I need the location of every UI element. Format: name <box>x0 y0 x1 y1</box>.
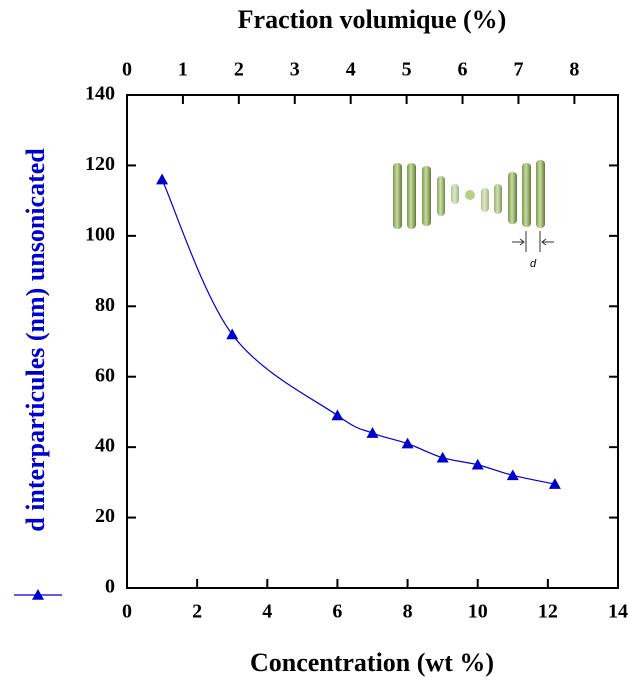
inset-label: d <box>530 258 537 270</box>
x2-tick-label: 1 <box>178 59 188 81</box>
x2-tick-label: 3 <box>290 59 300 81</box>
y-tick-label: 80 <box>95 294 115 316</box>
data-point <box>366 427 379 438</box>
data-point <box>401 437 414 449</box>
data-point <box>436 451 449 463</box>
x-tick-label: 4 <box>262 601 272 623</box>
x-tick-label: 2 <box>192 601 202 623</box>
data-point <box>226 328 239 340</box>
data-point <box>331 409 344 421</box>
x2-tick-label: 7 <box>513 59 523 81</box>
series-line <box>161 179 555 485</box>
x-tick-label: 10 <box>468 601 488 623</box>
x2-tick-label: 8 <box>569 59 579 81</box>
y-tick-label: 20 <box>95 505 115 527</box>
y-tick-label: 40 <box>95 435 115 457</box>
x2-tick-label: 6 <box>458 59 468 81</box>
x-tick-label: 8 <box>403 601 413 623</box>
y-tick-label: 120 <box>85 153 115 175</box>
x2-tick-label: 5 <box>402 59 412 81</box>
plot-frame <box>126 94 619 589</box>
data-point <box>471 458 484 470</box>
x-title: Concentration (wt %) <box>250 648 494 677</box>
data-point <box>548 478 561 489</box>
x-tick-label: 14 <box>608 601 628 623</box>
x2-tick-label: 2 <box>234 59 244 81</box>
data-point <box>506 469 519 481</box>
x-tick-label: 6 <box>332 601 342 623</box>
inset <box>393 160 554 252</box>
y-tick-label: 140 <box>85 83 115 105</box>
y-tick-label: 60 <box>95 364 115 386</box>
legend-marker <box>32 589 44 600</box>
y-tick-label: 0 <box>105 576 115 598</box>
x2-tick-label: 4 <box>346 59 356 81</box>
y-tick-label: 100 <box>85 223 115 245</box>
x-tick-label: 0 <box>122 601 132 623</box>
x2-tick-label: 0 <box>122 59 132 81</box>
data-point <box>156 173 169 185</box>
x2-title: Fraction volumique (%) <box>238 5 507 34</box>
x-tick-label: 12 <box>538 601 558 623</box>
legend-label: d interparticules (nm) unsonicated <box>21 148 50 532</box>
